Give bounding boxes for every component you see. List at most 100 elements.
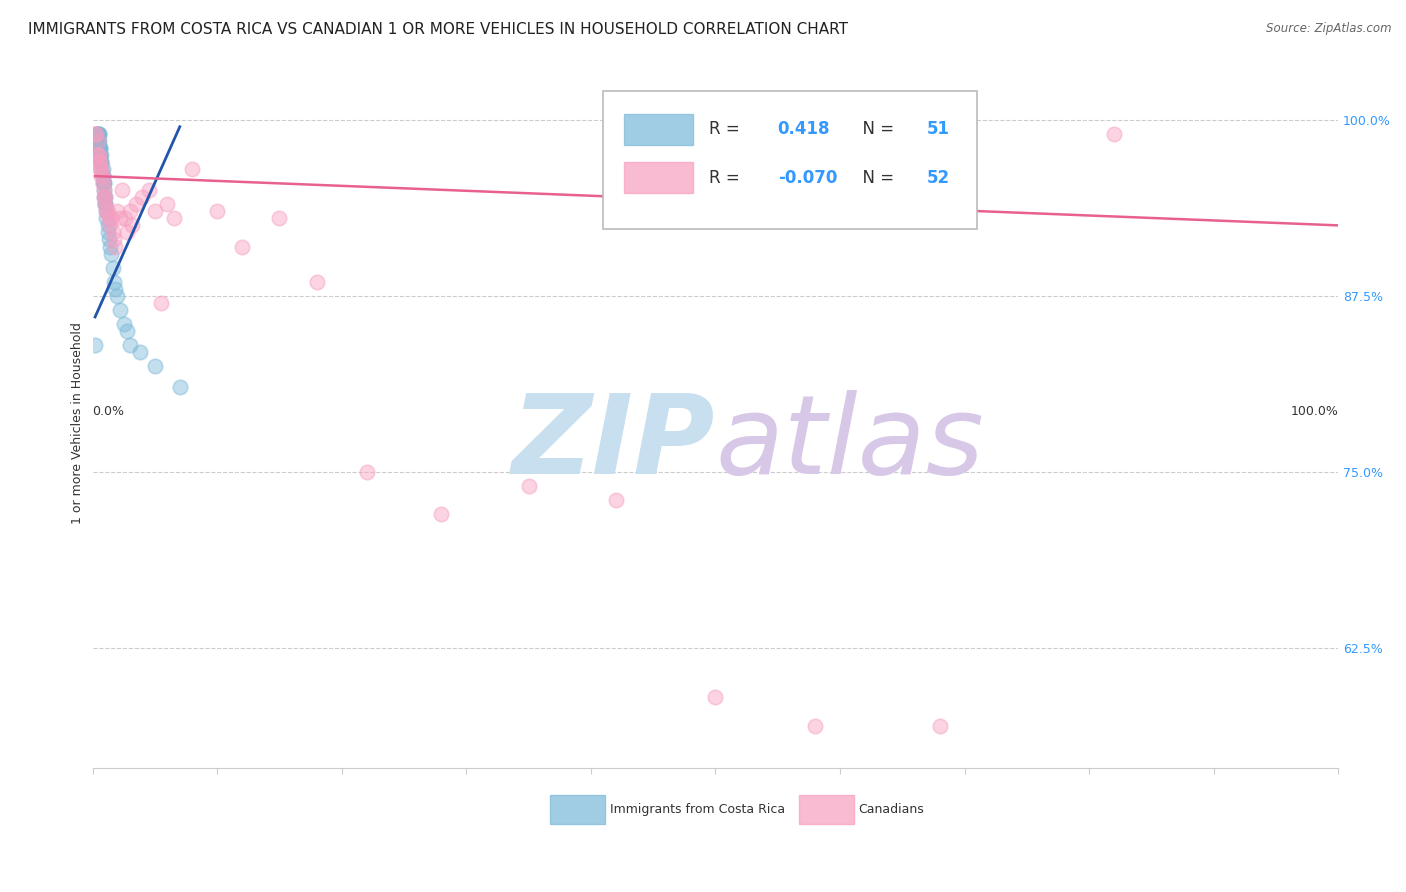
Point [84,127,107,141]
Point [107,289,129,303]
Point [114,211,136,226]
Point [129,345,152,359]
Point [94,197,117,211]
Point [91,169,114,183]
Point [90,155,112,169]
Text: 0.418: 0.418 [778,120,830,138]
Point [90,148,112,162]
Point [91,169,114,183]
Point [84,127,107,141]
Point [131,190,153,204]
Text: 51: 51 [927,120,950,138]
Point [125,197,148,211]
Point [98,219,121,233]
Point [704,690,727,705]
Text: 52: 52 [927,169,950,186]
Point [93,176,115,190]
Point [93,190,115,204]
Point [89,161,111,176]
Point [94,197,117,211]
Point [91,176,114,190]
Text: R =: R = [709,169,745,186]
Point [87,148,110,162]
Point [94,190,117,204]
Point [104,282,127,296]
Point [89,141,111,155]
Point [107,204,129,219]
Point [169,380,191,394]
Point [84,338,107,352]
Point [96,204,118,219]
Point [87,127,110,141]
Point [103,232,125,246]
Point [928,718,950,732]
Point [111,183,134,197]
Point [143,204,166,219]
Point [86,134,108,148]
Point [118,338,141,352]
Point [108,211,131,226]
Point [231,239,253,253]
Point [93,183,115,197]
Point [101,226,124,240]
Point [108,302,131,317]
Point [138,183,160,197]
Point [103,275,125,289]
Point [90,169,112,183]
Point [94,190,117,204]
Point [100,211,122,226]
FancyBboxPatch shape [624,162,693,193]
FancyBboxPatch shape [799,795,853,824]
Point [112,317,135,331]
Point [1102,127,1125,141]
Point [430,507,453,521]
Point [84,127,107,141]
Point [804,718,827,732]
Point [98,239,121,253]
Point [86,134,108,148]
Point [94,197,117,211]
Point [104,239,127,253]
Point [89,155,111,169]
Point [90,161,112,176]
Text: IMMIGRANTS FROM COSTA RICA VS CANADIAN 1 OR MORE VEHICLES IN HOUSEHOLD CORRELATI: IMMIGRANTS FROM COSTA RICA VS CANADIAN 1… [28,22,848,37]
Point [89,148,111,162]
Point [91,161,114,176]
Point [517,479,540,493]
Point [97,232,120,246]
Point [150,296,173,310]
Point [84,134,107,148]
Point [100,246,122,260]
Point [89,148,111,162]
Point [93,183,115,197]
Point [86,134,108,148]
Point [156,197,179,211]
Point [93,176,115,190]
Text: N =: N = [852,120,900,138]
Point [96,204,118,219]
Point [97,211,120,226]
Point [181,161,204,176]
FancyBboxPatch shape [603,91,977,229]
Text: atlas: atlas [716,390,984,497]
Point [162,211,184,226]
Point [90,155,112,169]
Y-axis label: 1 or more Vehicles in Household: 1 or more Vehicles in Household [72,322,84,524]
Point [96,204,118,219]
Point [84,127,107,141]
FancyBboxPatch shape [550,795,605,824]
Point [101,260,124,275]
Point [93,190,115,204]
Point [269,211,291,226]
Point [91,169,114,183]
Point [143,359,166,374]
Point [121,219,143,233]
Text: -0.070: -0.070 [778,169,837,186]
Point [87,127,110,141]
Point [356,465,378,479]
Point [96,219,118,233]
Point [205,204,228,219]
Point [305,275,328,289]
Point [86,148,108,162]
Point [84,148,107,162]
